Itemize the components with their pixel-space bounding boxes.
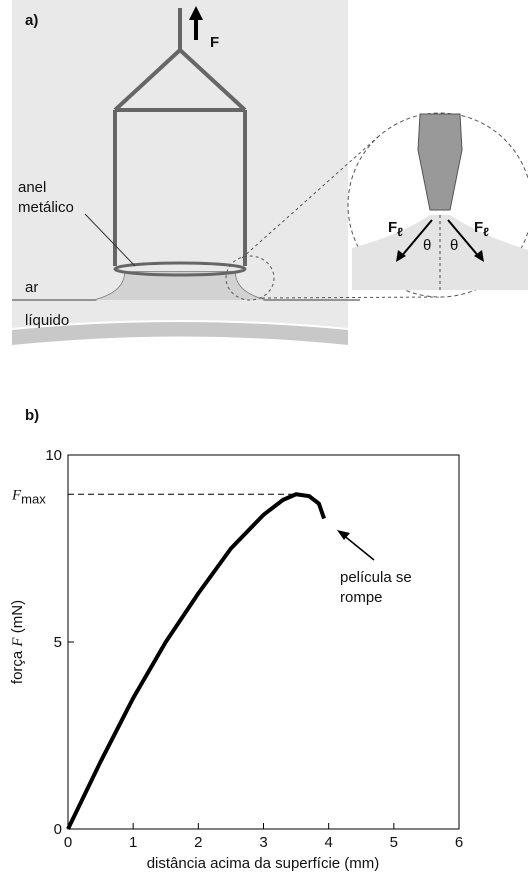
- meniscus: [95, 272, 265, 300]
- zoom-region: [225, 255, 275, 301]
- x-tick-label: 1: [129, 834, 137, 851]
- angle-label: θ: [450, 237, 458, 254]
- diagram: F a) anel metálico ar líquido Fℓ Fℓ θ θ: [12, 0, 528, 345]
- x-tick-label: 4: [324, 834, 332, 851]
- ring-frame: [113, 8, 247, 277]
- container-bottom: [12, 322, 348, 345]
- fmax-label: Fmax: [11, 487, 46, 506]
- annotation-arrow-head: [337, 530, 350, 540]
- force-label: F: [210, 34, 219, 51]
- y-tick-label: 10: [45, 447, 62, 464]
- x-tick-label: 6: [455, 834, 463, 851]
- x-tick-label: 0: [64, 834, 72, 851]
- panel-label: b): [25, 407, 39, 424]
- panel-label: a): [25, 12, 38, 29]
- y-tick-label: 5: [54, 634, 62, 651]
- x-tick-label: 5: [390, 834, 398, 851]
- data-line: [66, 492, 326, 830]
- background: [12, 0, 348, 328]
- liquid-label: líquido: [25, 312, 69, 329]
- ring-label: metálico: [18, 199, 74, 216]
- x-tick-label: 3: [259, 834, 267, 851]
- force-arrow-head: [189, 6, 203, 20]
- plot-frame: [67, 454, 460, 830]
- zoom-line: [241, 134, 381, 259]
- annotation: rompe: [340, 589, 383, 606]
- y-axis-label: força F (mN): [9, 600, 26, 684]
- annotation: película se: [340, 569, 412, 586]
- ring-label: anel: [18, 179, 46, 196]
- fmax-sub: max: [21, 491, 46, 506]
- annotation-arrow: [341, 533, 375, 561]
- angle-label: θ: [423, 237, 431, 254]
- y-tick-label: 0: [54, 821, 62, 838]
- chart: b) distância acima da superfície (mm) fo…: [9, 407, 463, 872]
- tension-label: Fℓ: [474, 219, 489, 239]
- tension-arrows: [399, 219, 481, 259]
- fmax-symbol: F: [11, 487, 22, 503]
- x-tick-label: 2: [194, 834, 202, 851]
- zoom-wire: [417, 113, 463, 211]
- tension-label: Fℓ: [388, 219, 403, 239]
- air-label: ar: [25, 279, 38, 296]
- ring-pointer: [84, 213, 136, 267]
- x-axis-label: distância acima da superfície (mm): [147, 855, 380, 872]
